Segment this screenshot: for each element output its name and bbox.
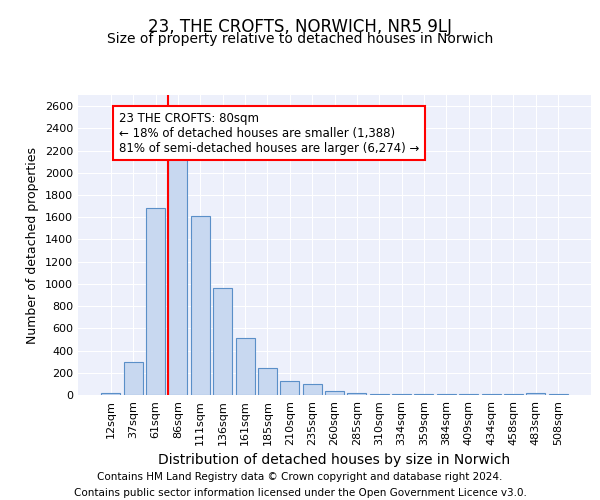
Bar [325,390,344,395]
Bar [302,384,322,395]
Bar [347,393,367,395]
Bar [101,393,121,395]
X-axis label: Distribution of detached houses by size in Norwich: Distribution of detached houses by size … [158,453,511,467]
Bar [437,394,456,395]
Bar [459,394,478,395]
Bar [258,368,277,395]
Bar [213,288,232,395]
Bar [191,216,210,395]
Bar [504,394,523,395]
Text: Contains HM Land Registry data © Crown copyright and database right 2024.: Contains HM Land Registry data © Crown c… [97,472,503,482]
Text: 23, THE CROFTS, NORWICH, NR5 9LJ: 23, THE CROFTS, NORWICH, NR5 9LJ [148,18,452,36]
Bar [415,394,433,395]
Y-axis label: Number of detached properties: Number of detached properties [26,146,40,344]
Bar [548,394,568,395]
Text: Contains public sector information licensed under the Open Government Licence v3: Contains public sector information licen… [74,488,526,498]
Bar [280,381,299,395]
Text: Size of property relative to detached houses in Norwich: Size of property relative to detached ho… [107,32,493,46]
Bar [146,208,165,395]
Bar [392,394,411,395]
Bar [236,338,254,395]
Bar [482,394,500,395]
Bar [526,393,545,395]
Bar [124,362,143,395]
Bar [169,156,187,395]
Bar [370,394,389,395]
Text: 23 THE CROFTS: 80sqm
← 18% of detached houses are smaller (1,388)
81% of semi-de: 23 THE CROFTS: 80sqm ← 18% of detached h… [119,112,419,154]
